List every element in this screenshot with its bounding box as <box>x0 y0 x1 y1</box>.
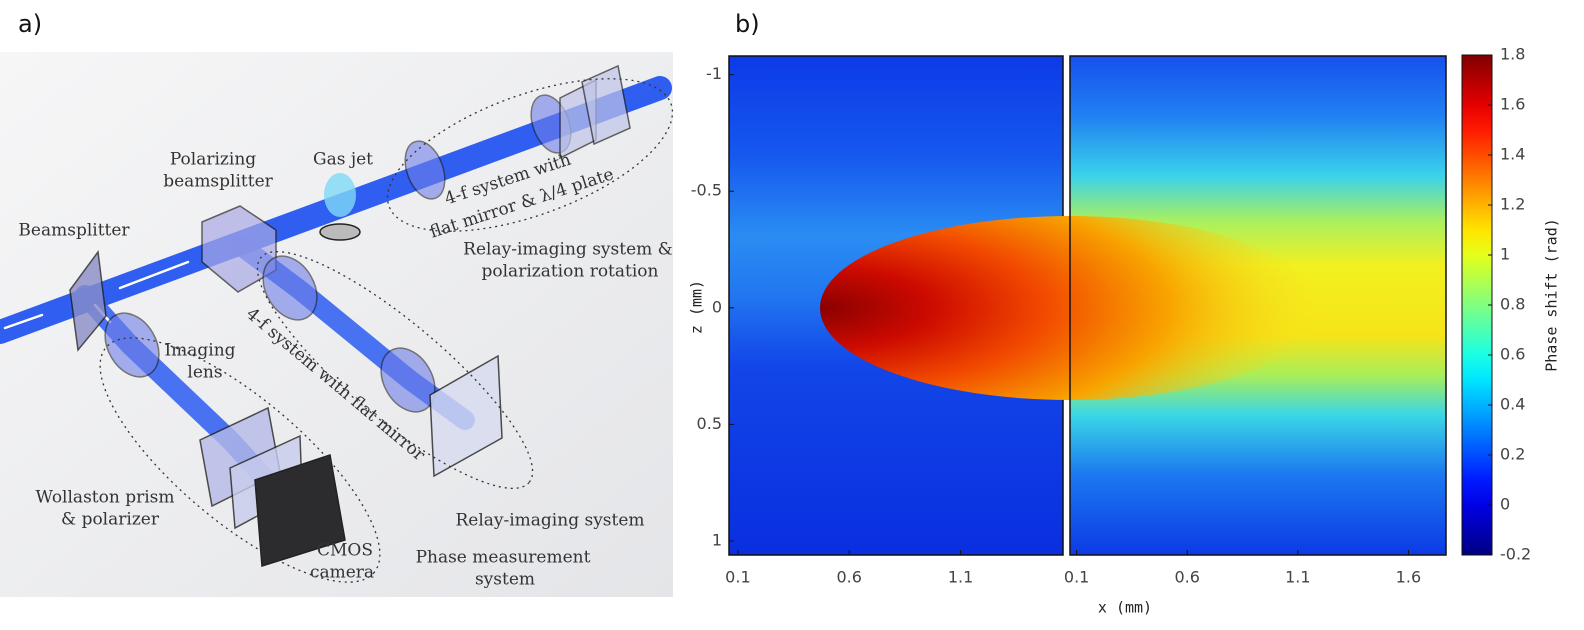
colorbar-tick-label: 1.8 <box>1500 45 1525 64</box>
x-tick-label: 1.1 <box>1285 568 1310 587</box>
label: CMOS <box>317 541 373 561</box>
x-tick-label: 0.6 <box>1174 568 1199 587</box>
x-axis-label: x (mm) <box>1098 599 1152 617</box>
y-tick-label: 0 <box>712 297 722 316</box>
colorbar-label: Phase shift (rad) <box>1543 218 1561 372</box>
label: Imaging <box>164 341 235 361</box>
colorbar-tick-label: 1 <box>1500 245 1510 264</box>
label: lens <box>187 363 222 383</box>
colorbar-tick-label: 0.8 <box>1500 295 1525 314</box>
x-tick-label: 0.1 <box>1064 568 1089 587</box>
label: Wollaston prism <box>36 488 175 508</box>
y-axis-label: z (mm) <box>688 280 706 334</box>
panel-label: a) <box>18 10 42 38</box>
label: & polarizer <box>61 510 160 530</box>
colorbar <box>1461 54 1493 556</box>
label: Relay-imaging system & <box>463 240 673 260</box>
label: Gas jet <box>313 150 373 170</box>
x-tick-label: 1.1 <box>948 568 973 587</box>
colorbar-tick-label: 0.4 <box>1500 395 1525 414</box>
y-tick-label: 0.5 <box>697 414 722 433</box>
label: system <box>475 570 535 590</box>
y-tick-label: -0.5 <box>691 181 722 200</box>
colorbar-tick-label: 1.6 <box>1500 95 1525 114</box>
label: camera <box>310 563 374 583</box>
x-tick-label: 0.1 <box>725 568 750 587</box>
label: Phase measurement <box>416 548 591 568</box>
y-tick-label: 1 <box>712 531 722 550</box>
colorbar-tick-label: 1.2 <box>1500 195 1525 214</box>
colorbar-tick-label: 0.6 <box>1500 345 1525 364</box>
y-tick-label: -1 <box>706 64 722 83</box>
label: Relay-imaging system <box>455 511 644 531</box>
label: polarization rotation <box>482 262 659 282</box>
panel-label: b) <box>735 10 760 38</box>
x-tick-label: 1.6 <box>1396 568 1421 587</box>
label: beamsplitter <box>163 172 273 192</box>
colorbar-tick-label: 1.4 <box>1500 145 1525 164</box>
x-tick-label: 0.6 <box>837 568 862 587</box>
optics <box>69 64 631 567</box>
colorbar-tick-label: 0.2 <box>1500 445 1525 464</box>
phase-map-plasma <box>820 55 1447 556</box>
colorbar-tick-label: 0 <box>1500 495 1510 514</box>
label: Polarizing <box>170 150 256 170</box>
label: Beamsplitter <box>18 221 130 241</box>
colorbar-tick-label: -0.2 <box>1500 545 1531 564</box>
